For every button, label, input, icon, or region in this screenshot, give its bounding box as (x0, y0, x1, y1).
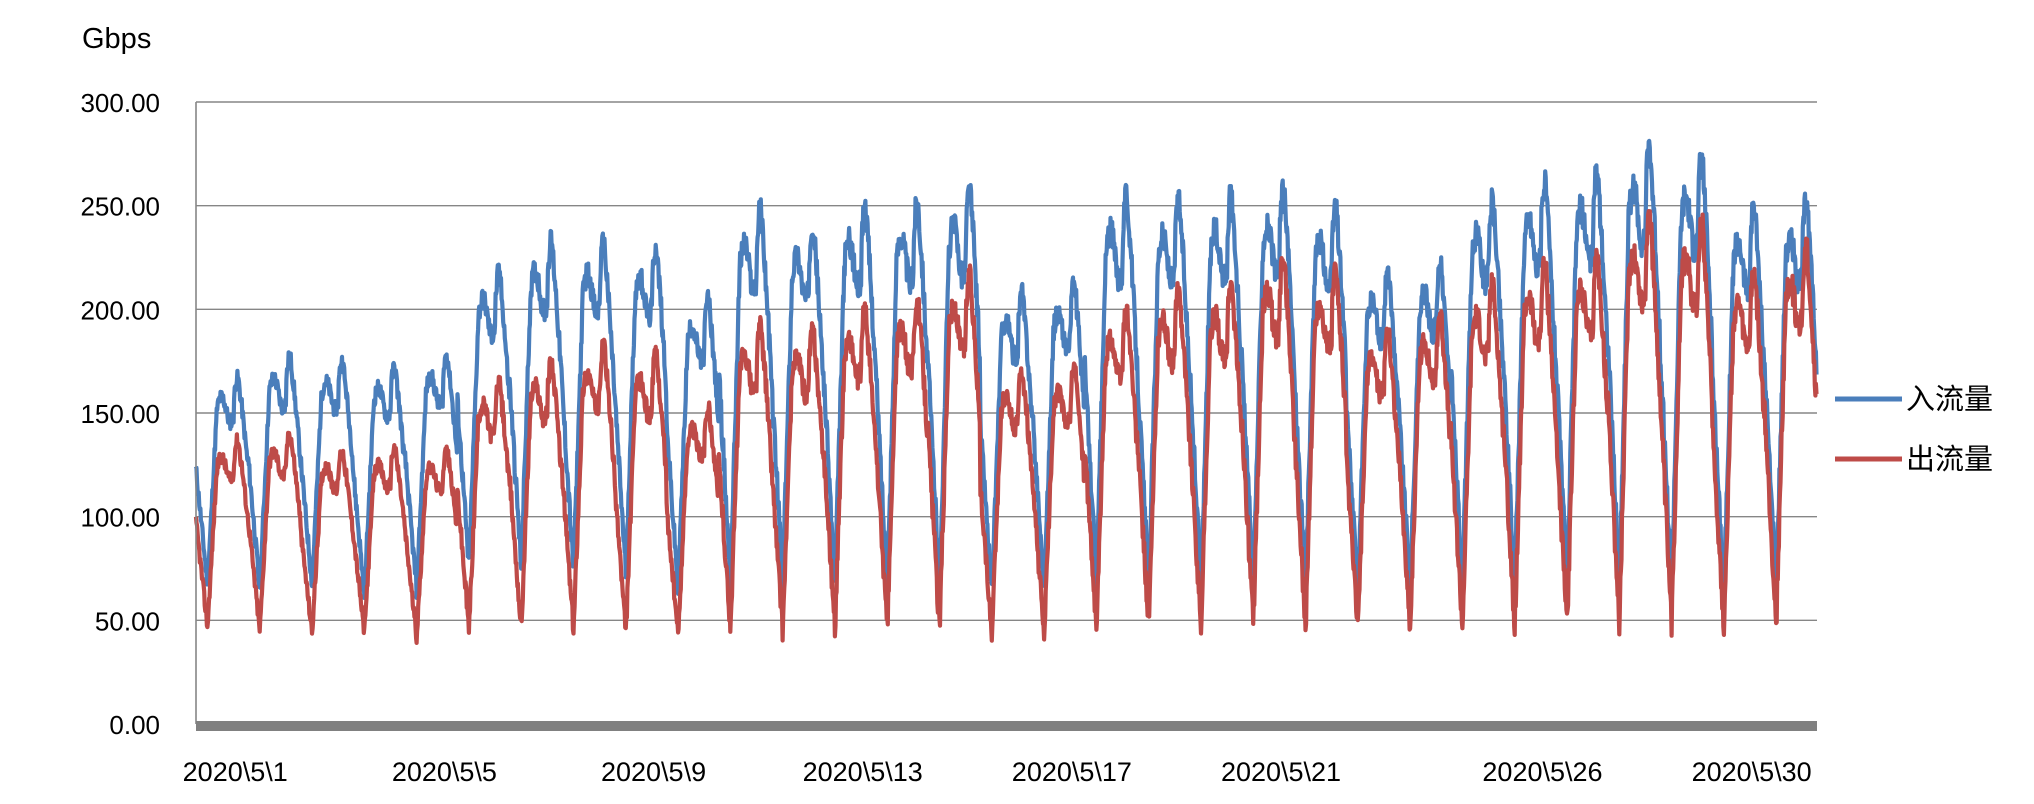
y-tick-labels: 0.00 50.00 100.00 150.00 200.00 250.00 300.00 (80, 88, 160, 740)
y-axis-label: Gbps (82, 23, 151, 55)
x-tick-labels: 2020\5\1 2020\5\5 2020\5\9 2020\5\13 2020\5\… (183, 757, 1812, 787)
y-tick-label: 150.00 (80, 399, 160, 429)
y-tick-label: 50.00 (95, 606, 160, 636)
y-tick-label: 250.00 (80, 192, 160, 222)
x-tick-label: 2020\5\5 (392, 757, 497, 787)
y-tick-label: 200.00 (80, 295, 160, 325)
series-lines (193, 138, 1819, 646)
series-line-inbound (193, 138, 1819, 603)
x-tick-label: 2020\5\30 (1692, 757, 1812, 787)
y-tick-label: 100.00 (80, 503, 160, 533)
x-tick-label: 2020\5\1 (183, 757, 288, 787)
x-axis-band (196, 721, 1817, 731)
x-tick-label: 2020\5\13 (803, 757, 923, 787)
legend-label: 入流量 (1906, 383, 1993, 416)
axes (195, 102, 1817, 731)
y-tick-label: 0.00 (109, 710, 160, 740)
y-tick-label: 300.00 (80, 88, 160, 118)
x-tick-label: 2020\5\9 (601, 757, 706, 787)
legend-label: 出流量 (1906, 443, 1993, 476)
x-tick-label: 2020\5\26 (1482, 757, 1602, 787)
x-tick-label: 2020\5\17 (1012, 757, 1132, 787)
x-tick-label: 2020\5\21 (1221, 757, 1341, 787)
series-line-outbound (193, 209, 1819, 646)
